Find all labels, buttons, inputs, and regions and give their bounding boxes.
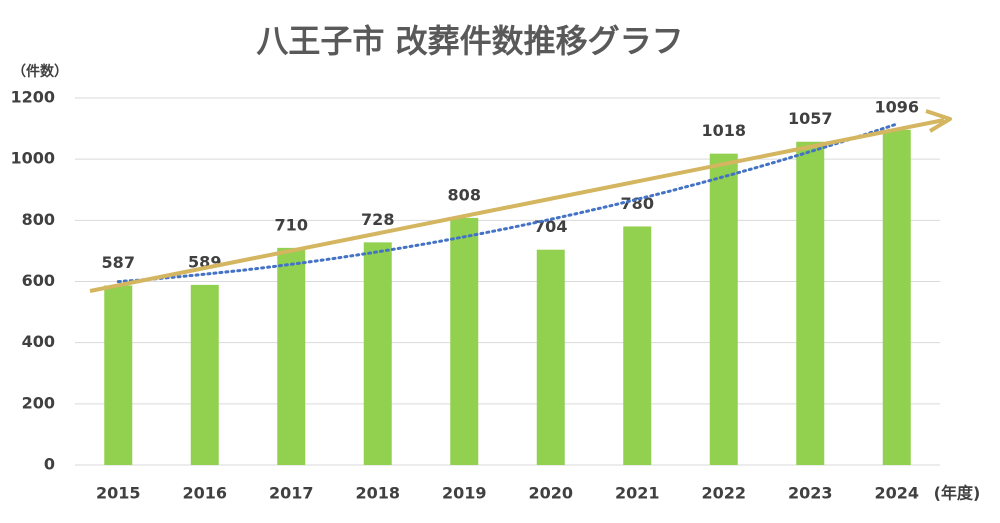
x-tick-label: 2024	[874, 484, 919, 503]
y-tick-label: 1000	[10, 149, 55, 168]
x-tick-label: 2023	[788, 484, 833, 503]
x-tick-label: 2017	[269, 484, 314, 503]
x-tick-label: 2018	[355, 484, 400, 503]
bar	[536, 249, 565, 465]
data-label: 780	[621, 194, 654, 213]
bar	[277, 247, 306, 465]
y-tick-label: 600	[22, 271, 55, 290]
x-tick-label: 2022	[701, 484, 746, 503]
x-tick-label: 2015	[96, 484, 141, 503]
data-label: 1018	[701, 121, 746, 140]
x-tick-label: 2019	[442, 484, 487, 503]
trendline	[116, 122, 899, 284]
x-tick-label: 2016	[182, 484, 227, 503]
x-tick-label: 2021	[615, 484, 660, 503]
data-label: 587	[102, 253, 135, 272]
y-tick-label: 800	[22, 210, 55, 229]
data-label: 808	[448, 185, 481, 204]
bar	[709, 153, 738, 465]
bar	[882, 129, 911, 465]
bar	[363, 242, 392, 465]
bar	[104, 285, 133, 465]
bar	[796, 141, 825, 465]
bar	[623, 226, 652, 465]
y-tick-label: 0	[44, 455, 55, 474]
data-label: 1057	[788, 109, 833, 128]
bar	[450, 217, 479, 465]
y-tick-label: 200	[22, 393, 55, 412]
bar	[190, 284, 219, 465]
x-unit-label: (年度)	[934, 484, 981, 503]
data-label: 728	[361, 210, 394, 229]
y-unit-label: （件数）	[12, 63, 68, 80]
data-label: 1096	[874, 97, 919, 116]
data-label: 710	[275, 215, 308, 234]
y-tick-label: 400	[22, 332, 55, 351]
y-tick-label: 1200	[10, 88, 55, 107]
chart-title: 八王子市 改葬件数推移グラフ	[256, 22, 683, 60]
trend-arrow	[89, 109, 952, 293]
x-tick-label: 2020	[528, 484, 573, 503]
